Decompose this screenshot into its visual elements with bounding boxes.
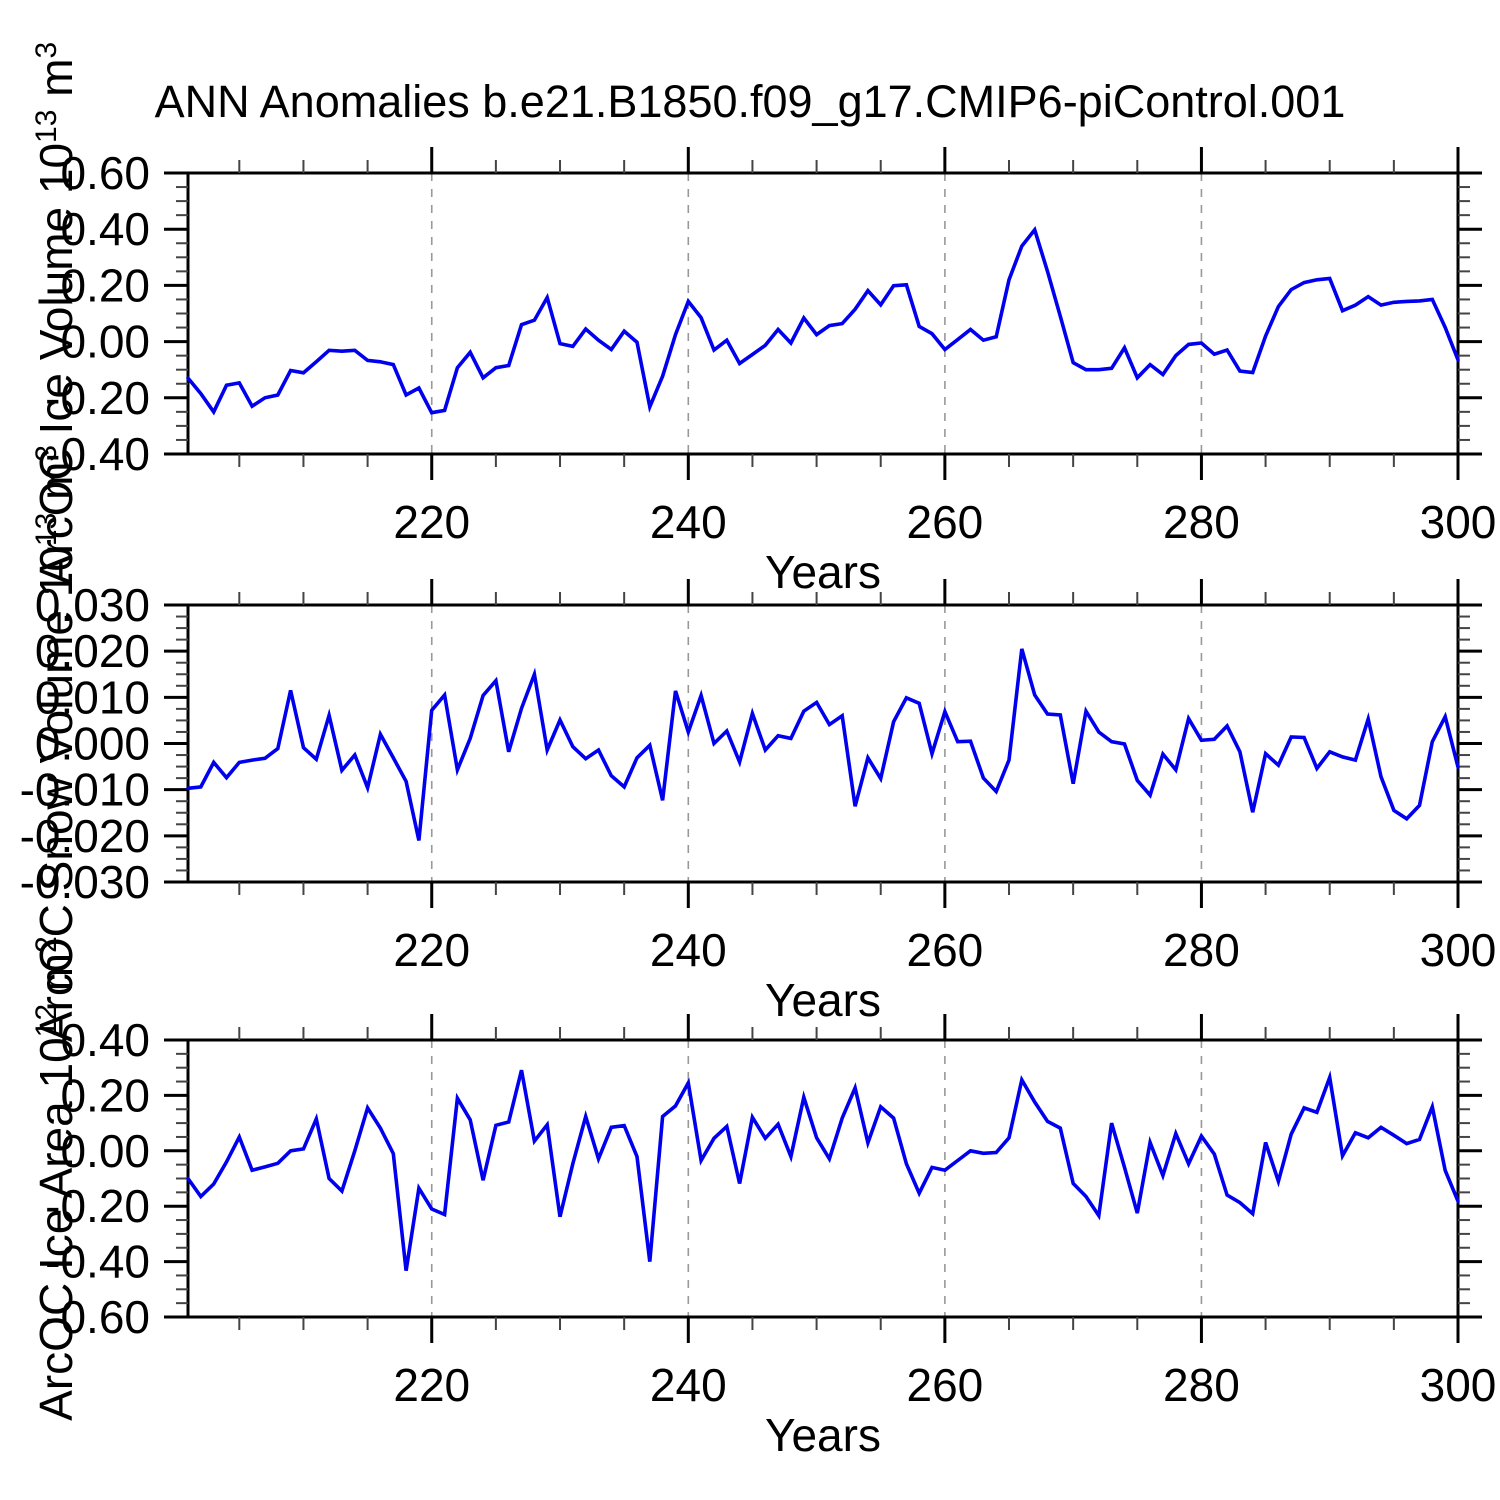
x-tick-label: 280 xyxy=(1163,496,1240,548)
x-tick-label: 260 xyxy=(906,496,983,548)
y-tick-label: 0.00 xyxy=(60,316,150,368)
x-axis-title: Years xyxy=(765,1409,881,1461)
y-tick-label: 0.000 xyxy=(35,718,150,770)
chart-title: ANN Anomalies b.e21.B1850.f09_g17.CMIP6-… xyxy=(154,76,1346,127)
plot-frame xyxy=(186,1038,1460,1319)
x-tick-label: 220 xyxy=(393,1359,470,1411)
x-tick-label: 240 xyxy=(650,924,727,976)
y-tick-label: -0.20 xyxy=(45,1180,150,1232)
x-tick-label: 240 xyxy=(650,1359,727,1411)
y-tick-label: 0.20 xyxy=(60,1069,150,1121)
y-tick-label: -0.40 xyxy=(45,428,150,480)
y-axis-title: ArcOC Snow Volume 1013 m3 xyxy=(30,445,82,1042)
panel-arcoc-ice-volume: 220 240 260 280 300 0.600.400.200.00-0.20-0.4… xyxy=(30,42,1496,598)
x-tick-label: 220 xyxy=(393,924,470,976)
y-tick-label: 0.40 xyxy=(60,1014,150,1066)
x-tick-label: 300 xyxy=(1420,924,1497,976)
y-tick-label: -0.010 xyxy=(20,764,150,816)
y-tick-label: 0.20 xyxy=(60,259,150,311)
y-tick-label: -0.020 xyxy=(20,810,150,862)
y-axis-title: ArcOC Ice Area 1012 m2 xyxy=(30,936,82,1421)
x-tick-label: 300 xyxy=(1420,1359,1497,1411)
panel-arcoc-ice-area: 220 240 260 280 300 0.400.200.00-0.20-0.40-0.… xyxy=(30,936,1496,1461)
y-tick-label: 0.60 xyxy=(60,147,150,199)
y-tick-label: -0.40 xyxy=(45,1236,150,1288)
series-line xyxy=(186,1069,1460,1271)
y-tick-label: -0.60 xyxy=(45,1291,150,1343)
x-tick-label: 220 xyxy=(393,496,470,548)
x-tick-label: 260 xyxy=(906,924,983,976)
y-tick-label: 0.020 xyxy=(35,625,150,677)
panel-arcoc-snow-volume: 220 240 260 280 300 0.0300.0200.0100.000-0.01… xyxy=(20,445,1497,1042)
series-line xyxy=(186,225,1460,416)
x-tick-label: 240 xyxy=(650,496,727,548)
x-tick-label: 280 xyxy=(1163,1359,1240,1411)
x-axis-title: Years xyxy=(765,974,881,1026)
series-line xyxy=(186,648,1460,841)
y-tick-label: 0.030 xyxy=(35,579,150,631)
y-tick-label: -0.20 xyxy=(45,372,150,424)
y-axis-title: ArcOC Ice Volume 1013 m3 xyxy=(30,42,82,585)
x-tick-label: 260 xyxy=(906,1359,983,1411)
x-tick-label: 300 xyxy=(1420,496,1497,548)
y-tick-label: 0.00 xyxy=(60,1125,150,1177)
x-tick-label: 280 xyxy=(1163,924,1240,976)
x-axis-title: Years xyxy=(765,546,881,598)
y-tick-label: -0.030 xyxy=(20,856,150,908)
y-tick-label: 0.40 xyxy=(60,203,150,255)
plot-frame xyxy=(186,171,1460,456)
y-tick-label: 0.010 xyxy=(35,671,150,723)
